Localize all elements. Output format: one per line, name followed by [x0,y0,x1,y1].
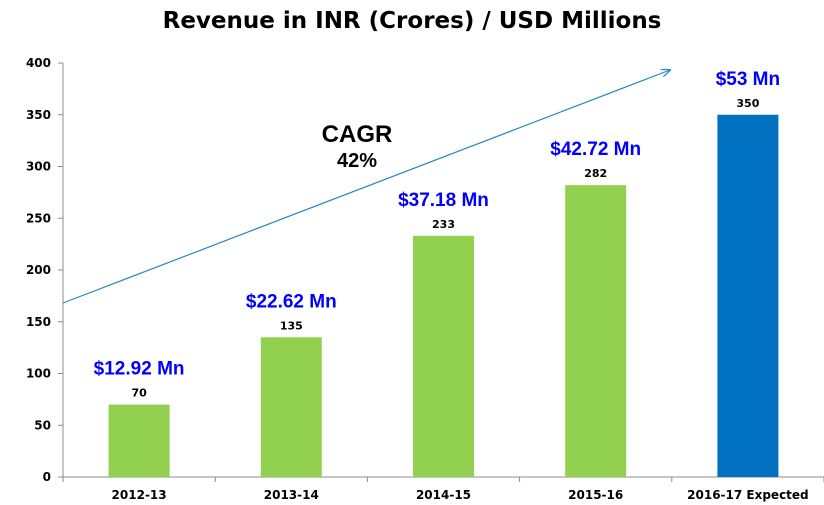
y-tick-label: 50 [34,418,51,432]
usd-value-label: $42.72 Mn [550,139,641,160]
bar-2012-13 [108,404,170,477]
y-axis: 0 50 100 150 200 250 300 350 400 [26,56,64,484]
usd-value-label: $22.62 Mn [246,291,337,312]
bar-value-label: 70 [131,387,147,400]
bar-value-label: 233 [432,218,455,231]
cagr-label: CAGR [322,121,393,148]
x-category-label: 2015-16 [568,488,623,502]
x-axis: 2012-13 2013-14 2014-15 2015-16 2016-17 Expe… [62,476,824,502]
y-tick-label: 350 [26,108,51,122]
bar-value-label: 282 [584,167,607,180]
usd-value-label: $12.92 Mn [94,359,185,380]
bar-value-label: 350 [736,97,759,110]
cagr-trend: CAGR 42% [62,70,670,304]
y-tick-label: 100 [26,367,51,381]
y-tick-label: 0 [43,470,51,484]
cagr-trend-arrow [62,70,670,304]
bar-2016-17 [717,114,779,477]
y-tick-label: 300 [26,160,51,174]
usd-value-label: $37.18 Mn [398,190,489,211]
bar-2015-16 [565,185,627,477]
y-tick-label: 200 [26,263,51,277]
cagr-value: 42% [337,150,377,172]
bar-2013-14 [260,337,322,477]
bar-2014-15 [413,235,474,477]
y-tick-label: 250 [26,211,51,225]
bars [108,114,779,477]
x-category-label: 2013-14 [264,488,319,502]
y-tick-label: 400 [26,56,51,70]
chart-title: Revenue in INR (Crores) / USD Millions [162,8,662,34]
x-category-label: 2014-15 [416,488,471,502]
data-labels: 70 $12.92 Mn 135 $22.62 Mn 233 $37.18 Mn 282 $4… [94,69,780,400]
x-category-label: 2016-17 Expected [687,488,809,502]
x-category-label: 2012-13 [112,488,167,502]
bar-value-label: 135 [280,319,303,332]
y-tick-label: 150 [26,315,51,329]
usd-value-label: $53 Mn [716,69,780,90]
